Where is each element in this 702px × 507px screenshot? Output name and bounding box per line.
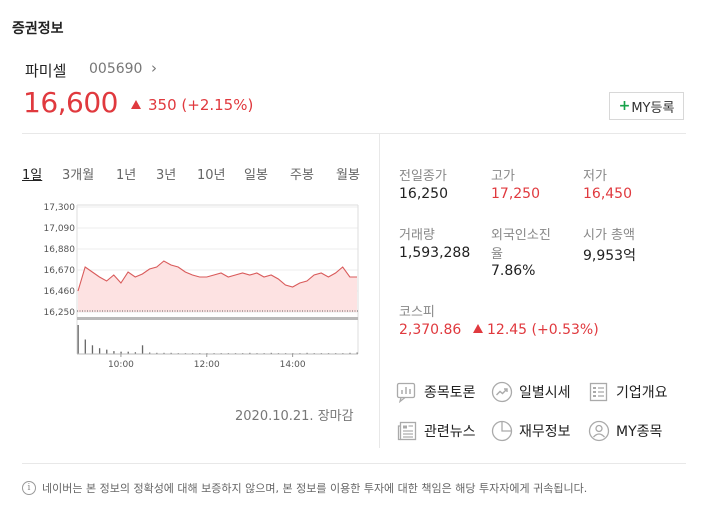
tab-1day[interactable]: 1일 (22, 168, 43, 183)
my-register-label: MY등록 (631, 100, 675, 116)
pie-chart-icon (491, 420, 513, 442)
high-label: 고가 (491, 169, 515, 184)
kospi-change: 12.45 (+0.53%) (473, 322, 599, 338)
tab-10years[interactable]: 10년 (197, 168, 226, 183)
volume-bar (91, 345, 94, 354)
low-label: 저가 (583, 169, 607, 184)
y-tick-label: 17,300 (44, 203, 76, 213)
finance-link[interactable]: 재무정보 (491, 420, 571, 442)
up-triangle-icon (131, 100, 141, 109)
x-tick-label: 14:00 (280, 360, 306, 370)
x-tick-label: 10:00 (108, 360, 134, 370)
volume-bar (163, 352, 165, 354)
intraday-chart: 17,300 17,090 16,880 16,670 16,460 16,250 10:0… (44, 203, 359, 370)
volume-bar (156, 352, 158, 354)
foreign-value: 7.86% (491, 263, 536, 279)
kospi-label: 코스피 (399, 305, 435, 320)
tab-3months[interactable]: 3개월 (62, 168, 95, 183)
mktcap-label: 시가 총액 (583, 228, 635, 243)
tab-weekly[interactable]: 주봉 (290, 168, 314, 183)
volume-bar (356, 352, 358, 354)
volume-bar (349, 352, 351, 354)
kospi-change-text: 12.45 (+0.53%) (487, 322, 599, 338)
price-area (78, 261, 357, 312)
volume-bar (141, 345, 144, 354)
discussion-label: 종목토론 (424, 385, 476, 401)
volume-bar (149, 352, 151, 354)
low-value: 16,450 (583, 186, 632, 202)
volume-bar (134, 352, 137, 354)
trend-circle-icon (491, 381, 513, 403)
mktcap-value: 9,953억 (583, 248, 636, 264)
company-overview-label: 기업개요 (616, 385, 668, 401)
y-tick-label: 16,460 (44, 287, 76, 297)
foreign-label-line1: 외국인소진 (491, 228, 551, 243)
foreign-label-line2: 율 (491, 247, 503, 262)
news-label: 관련뉴스 (424, 424, 476, 440)
news-link[interactable]: 관련뉴스 (396, 420, 476, 442)
prev-close-label: 전일종가 (399, 169, 447, 184)
y-tick-label: 16,250 (44, 308, 76, 318)
date-stamp: 2020.10.21. 장마감 (235, 409, 354, 424)
volume-bar (120, 351, 122, 354)
plus-icon: + (618, 98, 631, 114)
y-tick-label: 16,880 (44, 245, 76, 255)
tab-1year[interactable]: 1년 (116, 168, 137, 183)
disclaimer: i 네이버는 본 정보의 정확성에 대해 보증하지 않으며, 본 정보를 이용한… (22, 480, 587, 496)
divider-vertical (379, 133, 380, 448)
volume-bar (306, 352, 308, 354)
my-stock-link[interactable]: MY종목 (588, 420, 662, 442)
my-stock-label: MY종목 (616, 424, 663, 440)
section-title: 증권정보 (12, 21, 64, 37)
x-tick-label: 12:00 (194, 360, 220, 370)
price-line (77, 260, 357, 292)
y-tick-label: 16,670 (44, 266, 76, 276)
volume-bar (113, 351, 115, 354)
company-overview-link[interactable]: 기업개요 (588, 381, 668, 403)
volume-bar (170, 352, 172, 354)
volume-bar (106, 349, 108, 354)
volume-bar (98, 348, 101, 354)
kospi-value: 2,370.86 (399, 322, 462, 338)
price-change: 350 (+2.15%) (131, 96, 253, 114)
document-list-icon (589, 382, 608, 402)
info-icon: i (22, 481, 36, 495)
volume-bar (84, 339, 86, 354)
chevron-right-icon[interactable]: › (151, 59, 157, 77)
up-triangle-icon (473, 324, 483, 333)
divider-top (22, 133, 686, 134)
stock-code[interactable]: 005690 (89, 61, 143, 77)
newspaper-icon (397, 421, 417, 441)
finance-label: 재무정보 (519, 424, 571, 440)
disclaimer-text: 네이버는 본 정보의 정확성에 대해 보증하지 않으며, 본 정보를 이용한 투… (42, 482, 588, 495)
volume-bar (270, 352, 272, 354)
high-value: 17,250 (491, 186, 540, 202)
volume-label: 거래량 (399, 228, 435, 243)
volume-bar (249, 352, 251, 354)
tab-3years[interactable]: 3년 (156, 168, 177, 183)
my-register-button[interactable]: + MY등록 (609, 92, 684, 120)
user-circle-icon (588, 420, 610, 442)
daily-price-label: 일별시세 (519, 385, 571, 401)
divider-bottom (22, 463, 686, 464)
volume-bar (127, 351, 129, 354)
tab-monthly[interactable]: 월봉 (336, 168, 360, 183)
volume-value: 1,593,288 (399, 245, 471, 261)
tab-daily[interactable]: 일봉 (244, 168, 268, 183)
current-price: 16,600 (23, 86, 118, 119)
volume-separator (77, 317, 358, 320)
volume-bar (77, 325, 79, 354)
chart-board-icon (396, 382, 416, 403)
y-tick-label: 17,090 (44, 224, 76, 234)
stock-name[interactable]: 파미셀 (25, 62, 67, 80)
discussion-link[interactable]: 종목토론 (396, 381, 476, 403)
price-change-text: 350 (+2.15%) (148, 96, 254, 114)
prev-close-value: 16,250 (399, 186, 448, 202)
daily-price-link[interactable]: 일별시세 (491, 381, 571, 403)
